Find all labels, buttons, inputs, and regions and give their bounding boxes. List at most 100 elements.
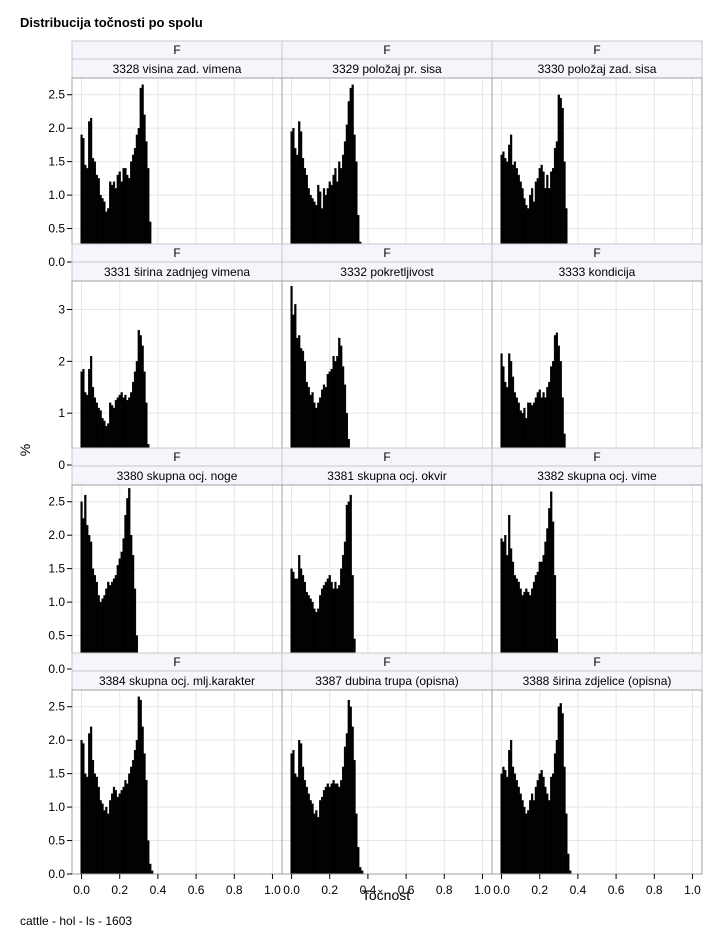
- histogram-bar: [557, 345, 560, 466]
- y-tick-label: 2: [58, 354, 65, 368]
- histogram-bar: [553, 335, 557, 466]
- histogram-bar: [311, 803, 314, 875]
- histogram-bar: [506, 555, 509, 670]
- histogram-bar: [334, 783, 337, 875]
- histogram-bar: [569, 870, 572, 875]
- panel-header-sex: F: [383, 246, 390, 260]
- histogram-bar: [99, 800, 102, 875]
- histogram-bar: [299, 743, 303, 875]
- histogram-bar: [130, 766, 133, 875]
- panel-frame: [491, 689, 703, 875]
- histogram-bar: [120, 790, 123, 875]
- histogram-bar: [299, 131, 303, 263]
- histogram-bar: [345, 504, 349, 670]
- histogram-bar: [133, 750, 137, 875]
- histogram-bar: [130, 535, 133, 670]
- histogram-bar: [532, 800, 536, 875]
- histogram-bar: [103, 810, 106, 875]
- histogram-bar: [349, 494, 352, 670]
- histogram-bar: [509, 740, 513, 875]
- histogram-bar: [126, 498, 129, 670]
- chart-title: Distribucija točnosti po spolu: [20, 15, 203, 30]
- histogram-bar: [349, 87, 352, 263]
- x-tick-label: 0.6: [188, 883, 205, 897]
- histogram-bar: [292, 128, 295, 263]
- histogram-bar: [320, 796, 324, 875]
- x-tick-label: 0.0: [73, 883, 90, 897]
- histogram-bar: [317, 816, 320, 875]
- histogram-bar: [151, 870, 154, 875]
- y-tick-label: 1.5: [48, 767, 65, 781]
- histogram-bar: [141, 345, 144, 466]
- x-tick-label: 0.2: [111, 883, 128, 897]
- histogram-bar: [86, 776, 89, 875]
- histogram-bar: [357, 847, 360, 875]
- x-tick-label: 0.2: [531, 883, 548, 897]
- y-tick-label: 0.0: [48, 662, 65, 676]
- panel-header-trait: 3331 širina zadnjeg vimena: [104, 265, 250, 279]
- x-tick-label: 0.6: [398, 883, 415, 897]
- panel-header-sex: F: [593, 43, 600, 57]
- histogram-bar: [542, 555, 545, 670]
- histogram-bar: [559, 703, 562, 875]
- histogram-bar: [131, 555, 135, 670]
- histogram-bar: [301, 766, 305, 875]
- histogram-bar: [551, 773, 555, 875]
- panel-header-trait: 3387 dubina trupa (opisna): [315, 674, 458, 688]
- histogram-bar: [345, 124, 349, 263]
- histogram-bar: [135, 740, 139, 875]
- y-axis-title: %: [17, 444, 33, 456]
- histogram-bar: [508, 514, 511, 670]
- histogram-bar: [511, 766, 515, 875]
- x-tick-label: 0.8: [646, 883, 663, 897]
- histogram-bar: [534, 786, 538, 875]
- histogram-bar: [296, 776, 299, 875]
- histogram-bar: [118, 558, 121, 670]
- histogram-bar: [84, 773, 87, 875]
- histogram-bar: [124, 514, 127, 670]
- histogram-bar: [561, 107, 564, 263]
- histogram-bar: [326, 783, 329, 875]
- panel-header-sex: F: [383, 655, 390, 669]
- histogram-bar: [89, 726, 93, 875]
- histogram-bar: [542, 776, 545, 875]
- panel-header-trait: 3388 širina zdjelice (opisna): [523, 674, 672, 688]
- x-tick-label: 0.6: [608, 883, 625, 897]
- panel-header-trait: 3332 pokretljivost: [340, 265, 434, 279]
- histogram-bar: [513, 773, 517, 875]
- histogram-bar: [504, 535, 507, 670]
- histogram-bar: [112, 786, 116, 875]
- histogram-bar: [319, 800, 322, 875]
- panel-header-trait: 3384 skupna ocj. mlj.karakter: [99, 674, 255, 688]
- histogram-bar: [294, 304, 297, 466]
- histogram-bar: [141, 726, 144, 875]
- y-tick-label: 0.5: [48, 834, 65, 848]
- histogram-bar: [88, 733, 91, 875]
- histogram-bar: [517, 786, 520, 875]
- histogram-bar: [82, 138, 85, 263]
- histogram-bar: [548, 508, 551, 670]
- histogram-bar: [305, 786, 308, 875]
- histogram-bar: [89, 541, 93, 670]
- histogram-bar: [553, 753, 557, 875]
- histogram-bar: [91, 760, 95, 875]
- histogram-bar: [525, 813, 528, 875]
- panel-header-sex: F: [593, 450, 600, 464]
- panel-grid: F 3328 visina zad. vimena 0.0 0.5 1.0 1.5 2.0 2…: [48, 40, 703, 897]
- histogram-bar: [544, 541, 547, 670]
- histogram-bar: [110, 793, 114, 875]
- panel-header-sex: F: [173, 450, 180, 464]
- histogram-bar: [128, 488, 131, 670]
- histogram-bar: [502, 766, 505, 875]
- histogram-bar: [298, 740, 301, 875]
- histogram-bar: [107, 813, 110, 875]
- panel-header-sex: F: [383, 43, 390, 57]
- histogram-bar: [143, 753, 146, 875]
- histogram-bar: [500, 538, 503, 670]
- histogram-bar: [527, 810, 530, 875]
- histogram-bar: [555, 332, 559, 466]
- y-tick-label: 3: [58, 303, 65, 317]
- histogram-bar: [303, 780, 307, 875]
- histogram-bar: [530, 793, 534, 875]
- histogram-bar: [139, 699, 142, 875]
